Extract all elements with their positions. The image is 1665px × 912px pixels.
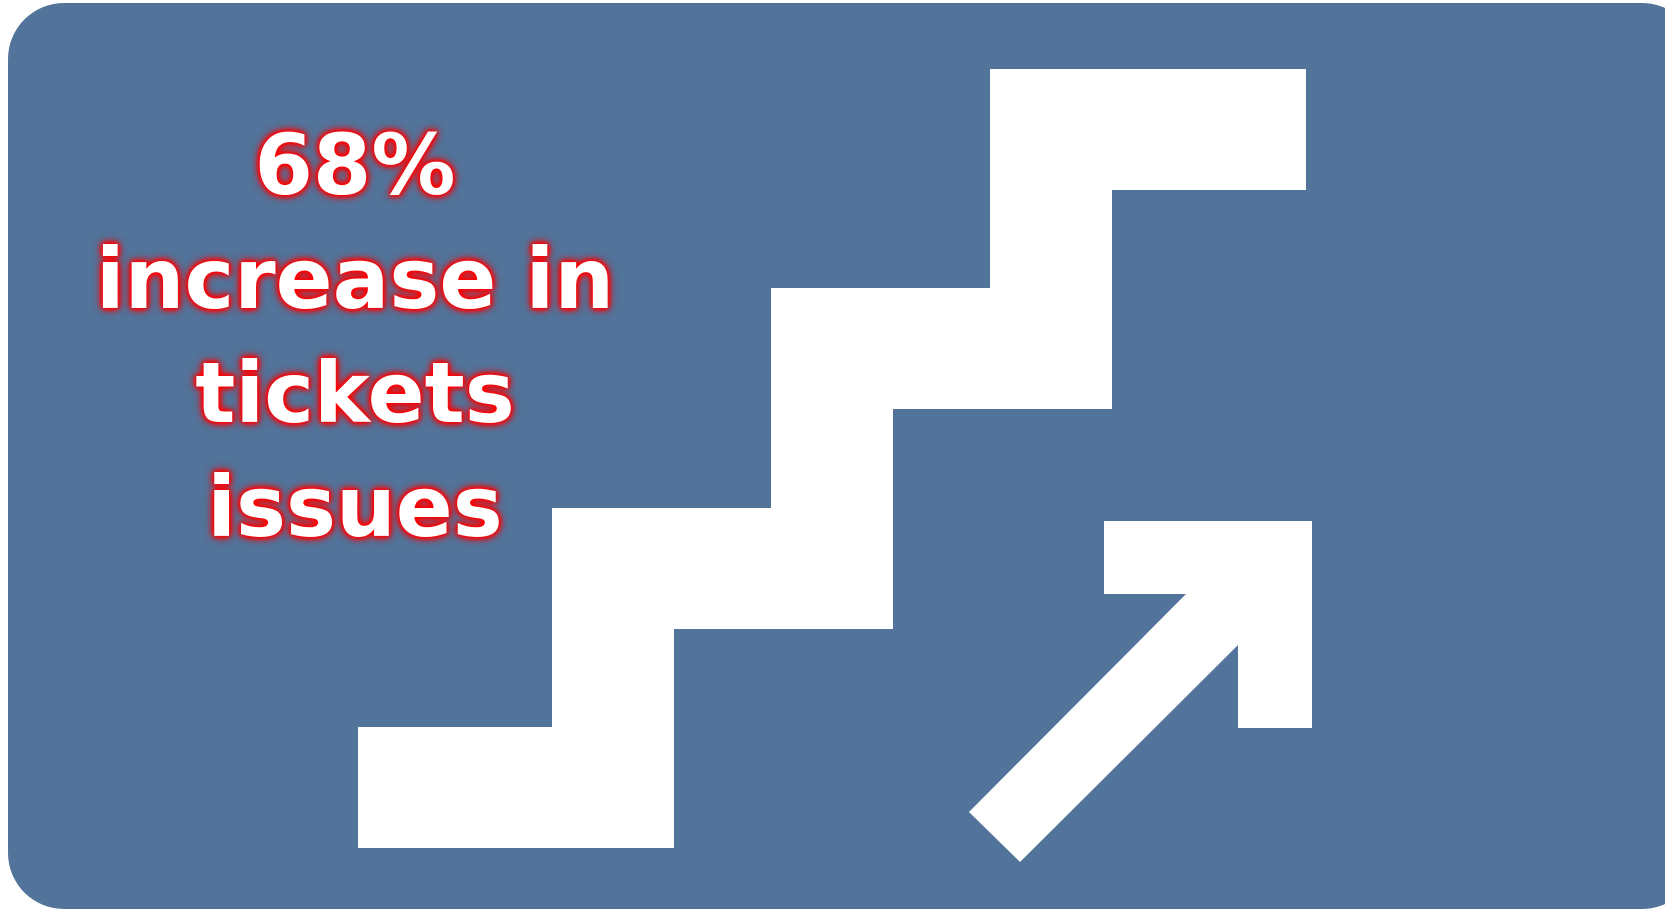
arrow-up-right-icon bbox=[969, 521, 1312, 862]
staircase-icon bbox=[358, 69, 1306, 848]
headline-percentage: 68% bbox=[254, 116, 456, 214]
headline-line-4: issues bbox=[207, 458, 503, 556]
headline-line-2: increase in bbox=[95, 230, 615, 328]
headline-line-3: tickets bbox=[195, 344, 515, 442]
headline: 68% increase in tickets issues bbox=[60, 108, 650, 564]
